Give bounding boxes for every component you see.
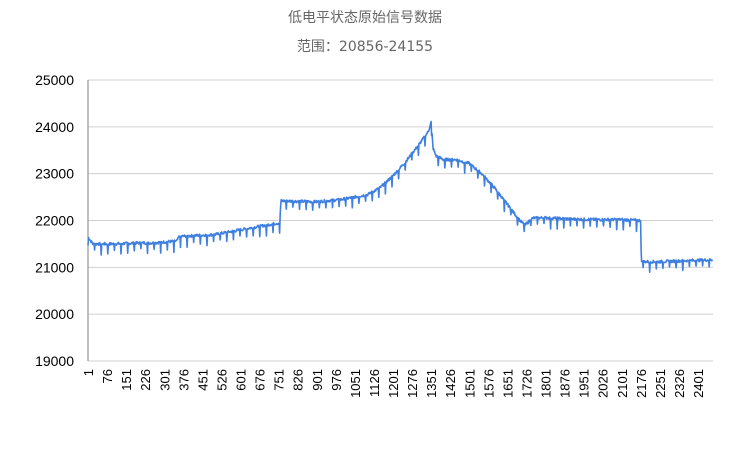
data-line (87, 120, 714, 273)
x-tick-label: 601 (234, 369, 249, 391)
x-tick-label: 676 (253, 369, 268, 391)
chart-title: 低电平状态原始信号数据 (288, 10, 442, 26)
x-tick-label: 1576 (481, 369, 496, 398)
y-tick-label: 24000 (35, 119, 74, 135)
x-tick-label: 826 (291, 369, 306, 391)
x-tick-label: 451 (195, 369, 210, 391)
y-tick-label: 19000 (35, 353, 74, 369)
x-tick-label: 1351 (424, 369, 439, 398)
x-tick-label: 226 (138, 369, 153, 391)
x-tick-label: 1801 (539, 369, 554, 398)
x-tick-label: 1276 (405, 369, 420, 398)
x-tick-label: 1876 (558, 369, 573, 398)
chart-subtitle: 范围：20856-24155 (296, 39, 434, 55)
y-tick-label: 21000 (35, 259, 74, 275)
y-tick-label: 22000 (35, 213, 74, 229)
x-tick-label: 376 (176, 369, 191, 391)
x-tick-label: 2251 (653, 369, 668, 398)
x-tick-label: 1951 (577, 369, 592, 398)
y-tick-label: 23000 (35, 166, 74, 182)
y-tick-label: 20000 (35, 306, 74, 322)
x-tick-label: 2326 (672, 369, 687, 398)
x-tick-label: 1126 (367, 369, 382, 397)
x-tick-label: 1726 (519, 369, 534, 398)
x-tick-label: 976 (329, 369, 344, 391)
x-tick-label: 301 (157, 369, 172, 391)
x-tick-label: 2176 (634, 369, 649, 398)
x-tick-label: 1426 (443, 369, 458, 398)
x-tick-label: 2026 (596, 369, 611, 398)
x-tick-label: 2101 (615, 369, 630, 398)
x-tick-label: 151 (119, 369, 134, 391)
x-tick-label: 76 (100, 369, 115, 383)
x-tick-label: 901 (310, 369, 325, 391)
x-tick-label: 751 (272, 369, 287, 391)
y-tick-label: 25000 (35, 72, 74, 88)
x-tick-label: 526 (214, 369, 229, 391)
x-tick-label: 1 (81, 369, 96, 376)
x-tick-label: 1501 (462, 369, 477, 398)
x-tick-label: 1651 (500, 369, 515, 398)
x-tick-label: 1051 (348, 369, 363, 398)
x-tick-label: 2401 (691, 369, 706, 398)
x-tick-label: 1201 (386, 369, 401, 398)
